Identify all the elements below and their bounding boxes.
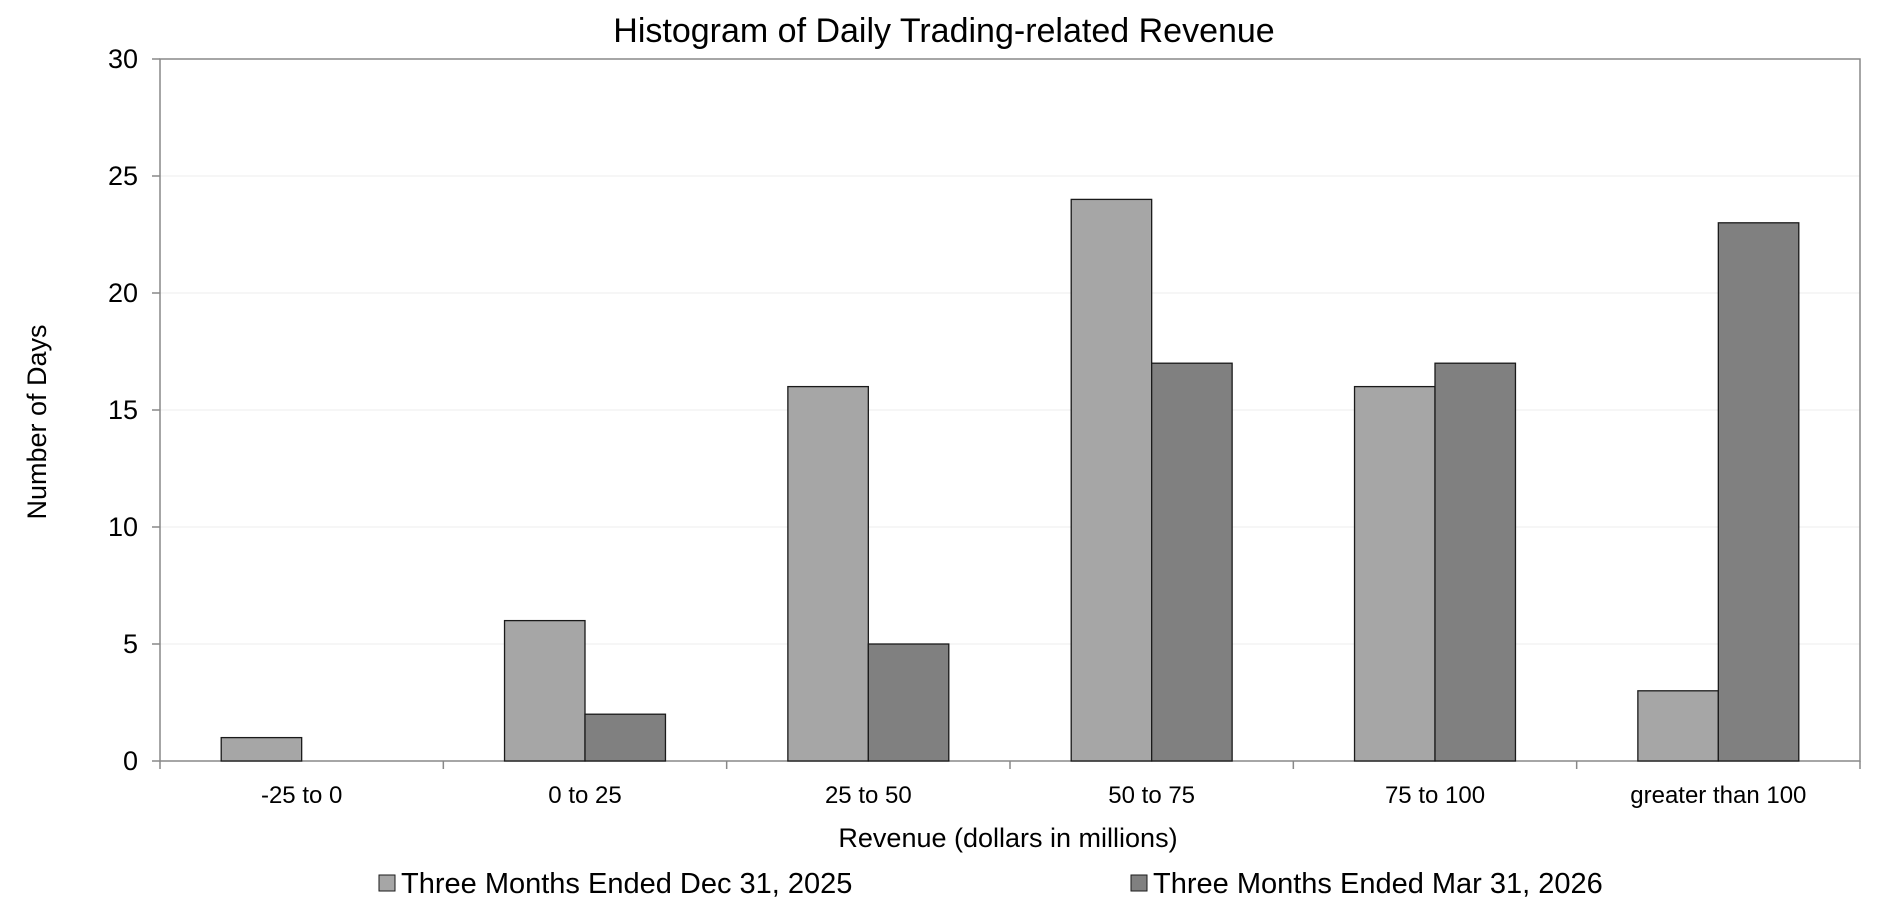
y-tick-label: 0	[123, 746, 138, 776]
y-tick-label: 5	[123, 629, 138, 659]
x-axis-label: Revenue (dollars in millions)	[838, 823, 1177, 853]
bar-series-2-3	[1151, 362, 1233, 762]
legend-label-2: Three Months Ended Mar 31, 2026	[1153, 868, 1603, 900]
bar-series-1-3	[1070, 198, 1153, 762]
x-axis-ticks: -25 to 0 0 to 25 25 to 50 50 to 75 75 to 100…	[159, 761, 1861, 809]
bar-series-2-2	[867, 643, 950, 762]
bar-series-1-5	[1637, 690, 1719, 762]
legend-swatch-2	[1130, 874, 1148, 892]
legend-swatch-1	[378, 874, 396, 892]
gridlines	[160, 175, 1860, 645]
x-tick-label: 50 to 75	[1108, 782, 1195, 809]
x-tick-label: -25 to 0	[261, 782, 342, 809]
y-tick-label: 30	[108, 44, 138, 74]
bar-series-1-1	[503, 619, 586, 762]
bar-series-2-5	[1717, 222, 1800, 762]
bar-series-2-1	[584, 713, 667, 762]
bar-series-2-4	[1434, 362, 1517, 762]
chart-title: Histogram of Daily Trading-related Reven…	[613, 12, 1274, 50]
x-tick-label: greater than 100	[1630, 782, 1806, 809]
y-axis-label: Number of Days	[22, 324, 52, 519]
x-tick-label: 0 to 25	[548, 782, 621, 809]
y-tick-label: 20	[108, 278, 138, 308]
y-tick-label: 25	[108, 161, 138, 191]
x-tick-label: 75 to 100	[1385, 782, 1485, 809]
bar-series-1-0	[220, 736, 303, 762]
y-tick-label: 15	[108, 395, 138, 425]
legend-label-1: Three Months Ended Dec 31, 2025	[401, 868, 852, 900]
x-tick-label: 25 to 50	[825, 782, 912, 809]
y-tick-label: 10	[108, 512, 138, 542]
legend: Three Months Ended Dec 31, 2025 Three Mon…	[378, 868, 1603, 900]
bar-series-1-2	[787, 385, 869, 762]
bars	[220, 198, 1800, 762]
y-axis-ticks: 0 5 10 15 20 25 30	[108, 44, 160, 776]
bar-series-1-4	[1353, 385, 1436, 762]
